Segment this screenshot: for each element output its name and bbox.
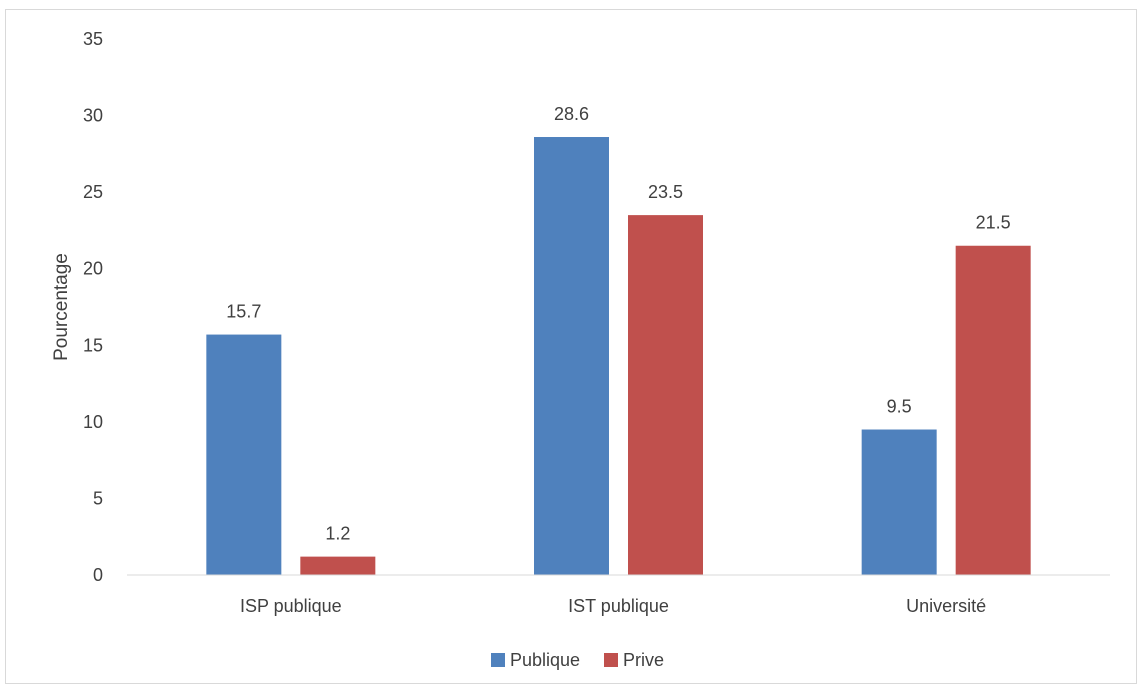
legend-label-prive: Prive (623, 650, 664, 670)
legend-swatch-publique (491, 653, 505, 667)
y-tick-label: 0 (93, 565, 103, 585)
y-tick-label: 15 (83, 335, 103, 355)
bar-publique-1 (206, 334, 282, 575)
y-tick-label: 5 (93, 488, 103, 508)
y-tick-label: 20 (83, 259, 103, 279)
y-axis-ticks: 0 5 10 15 20 25 30 35 (83, 29, 103, 585)
legend-label-publique: Publique (510, 650, 580, 670)
x-category-label: ISP publique (240, 596, 342, 616)
y-tick-label: 10 (83, 412, 103, 432)
data-label: 28.6 (554, 104, 589, 124)
bar-prive-1 (300, 556, 376, 575)
bars (206, 137, 1031, 576)
legend: Publique Prive (491, 650, 664, 670)
bar-prive-2 (628, 215, 703, 575)
bar-publique-2 (534, 137, 609, 576)
y-tick-label: 35 (83, 29, 103, 49)
category-labels: ISP publique IST publique Université (240, 596, 986, 616)
x-category-label: IST publique (568, 596, 669, 616)
bar-publique-3 (861, 429, 937, 575)
data-label: 1.2 (325, 524, 350, 544)
data-labels: 15.7 1.2 28.6 23.5 9.5 21.5 (226, 104, 1010, 544)
data-label: 9.5 (887, 397, 912, 417)
data-label: 15.7 (226, 302, 261, 322)
bar-prive-3 (955, 245, 1031, 575)
y-tick-label: 25 (83, 182, 103, 202)
data-label: 21.5 (976, 213, 1011, 233)
data-label: 23.5 (648, 182, 683, 202)
x-category-label: Université (906, 596, 986, 616)
y-axis-title: Pourcentage (51, 253, 72, 361)
legend-swatch-prive (604, 653, 618, 667)
y-tick-label: 30 (83, 106, 103, 126)
